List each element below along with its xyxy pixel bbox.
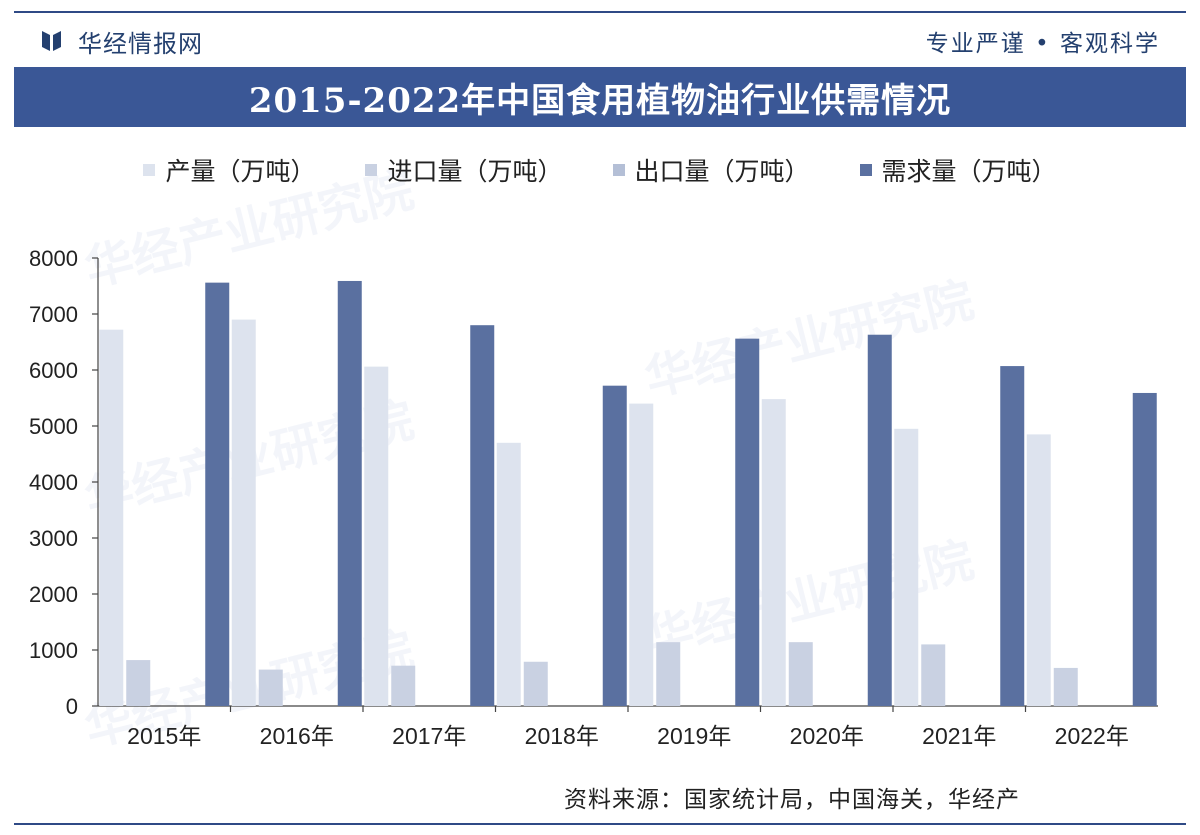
x-tick-label: 2022年: [1055, 723, 1129, 749]
legend-swatch: [365, 164, 378, 176]
bar-2: [656, 642, 681, 706]
bar-4: [1132, 392, 1157, 706]
legend-label: 产量（万吨）: [165, 157, 316, 186]
bar-2: [391, 665, 416, 706]
x-tick-label: 2021年: [922, 723, 996, 749]
x-tick-label: 2016年: [260, 723, 334, 749]
top-rule: [14, 11, 1186, 13]
bar-1: [629, 403, 654, 706]
y-tick-label: 1000: [29, 638, 78, 663]
bar-1: [894, 428, 919, 706]
legend-item-import[interactable]: 进口量（万吨）: [365, 152, 563, 188]
bar-4: [735, 338, 760, 706]
bar-2: [1053, 667, 1078, 706]
bar-4: [205, 282, 230, 706]
legend-item-production[interactable]: 产量（万吨）: [143, 152, 315, 188]
legend-item-demand[interactable]: 需求量（万吨）: [859, 152, 1057, 188]
legend-swatch: [143, 164, 156, 176]
x-tick-label: 2020年: [790, 723, 864, 749]
bar-4: [470, 325, 495, 706]
source-note: 资料来源：国家统计局，中国海关，华经产: [564, 787, 1020, 813]
bar-1: [364, 366, 389, 706]
y-tick-label: 3000: [29, 526, 78, 551]
y-tick-label: 0: [66, 694, 78, 719]
y-tick-label: 4000: [29, 470, 78, 495]
bar-4: [867, 334, 892, 706]
x-tick-label: 2018年: [525, 723, 599, 749]
brand-logo-icon: [42, 31, 61, 51]
brand-name: 华经情报网: [78, 29, 203, 58]
legend: 产量（万吨） 进口量（万吨） 出口量（万吨） 需求量（万吨）: [0, 150, 1200, 190]
bar-1: [99, 329, 124, 706]
title-bar: 2015-2022年中国食用植物油行业供需情况: [14, 67, 1186, 127]
bar-2: [788, 642, 813, 706]
bar-4: [337, 280, 362, 706]
y-tick-label: 5000: [29, 414, 78, 439]
legend-label: 需求量（万吨）: [881, 157, 1057, 186]
legend-swatch: [612, 164, 625, 176]
bar-1: [231, 319, 256, 706]
bar-2: [126, 660, 151, 706]
bottom-rule: [14, 823, 1186, 825]
chart-title: 2015-2022年中国食用植物油行业供需情况: [248, 80, 952, 121]
x-tick-label: 2015年: [127, 723, 201, 749]
bar-2: [258, 669, 283, 706]
bar-4: [602, 385, 627, 706]
bar-4: [1000, 366, 1025, 706]
legend-label: 出口量（万吨）: [634, 157, 810, 186]
y-tick-label: 2000: [29, 582, 78, 607]
slogan: 专业严谨 • 客观科学: [925, 31, 1160, 57]
y-tick-label: 8000: [29, 246, 78, 271]
bar-2: [921, 644, 946, 706]
x-tick-label: 2017年: [392, 723, 466, 749]
bar-1: [1026, 434, 1051, 706]
bar-2: [523, 661, 548, 706]
y-tick-label: 7000: [29, 302, 78, 327]
legend-item-export[interactable]: 出口量（万吨）: [612, 152, 810, 188]
x-tick-label: 2019年: [657, 723, 731, 749]
bar-1: [496, 442, 521, 706]
brand[interactable]: 华经情报网: [40, 24, 203, 58]
bar-1: [761, 399, 786, 706]
legend-label: 进口量（万吨）: [387, 157, 563, 186]
legend-swatch: [859, 164, 872, 176]
y-tick-label: 6000: [29, 358, 78, 383]
